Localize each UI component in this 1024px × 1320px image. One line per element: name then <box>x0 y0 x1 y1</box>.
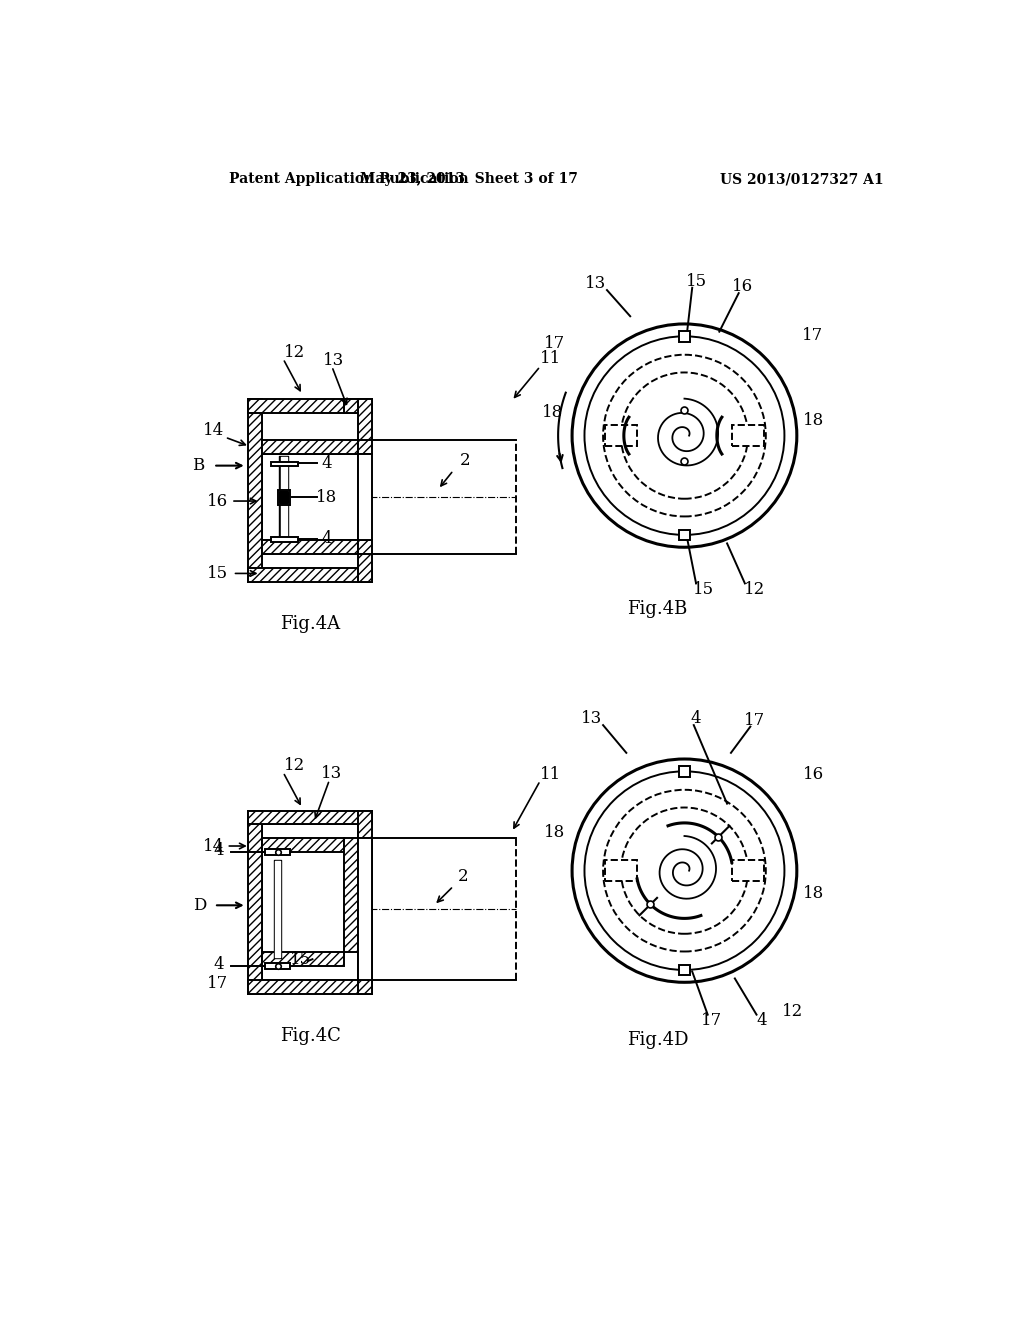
Text: 4: 4 <box>213 842 224 859</box>
Text: Patent Application Publication: Patent Application Publication <box>228 172 468 186</box>
Text: 17: 17 <box>743 711 765 729</box>
Bar <box>248 979 372 994</box>
Bar <box>270 462 298 466</box>
Text: 15: 15 <box>693 581 715 598</box>
Bar <box>344 399 358 412</box>
Text: Fig.4D: Fig.4D <box>627 1031 688 1049</box>
Bar <box>262 454 358 540</box>
Text: 13: 13 <box>585 276 606 293</box>
Text: 17: 17 <box>802 327 823 345</box>
Bar <box>265 849 290 855</box>
Text: Fig.4C: Fig.4C <box>280 1027 341 1045</box>
Text: 11: 11 <box>540 766 561 783</box>
Bar <box>604 425 637 446</box>
Bar <box>248 810 262 994</box>
Text: 13: 13 <box>323 351 344 368</box>
Bar <box>248 399 372 412</box>
Bar <box>262 952 344 966</box>
Text: 18: 18 <box>803 886 824 903</box>
Text: 15: 15 <box>207 565 227 582</box>
Text: 18: 18 <box>803 412 824 429</box>
Text: D: D <box>194 896 207 913</box>
Text: 12: 12 <box>743 581 765 598</box>
Bar <box>358 399 372 454</box>
Text: 4: 4 <box>322 455 332 471</box>
Text: Fig.4A: Fig.4A <box>280 615 340 634</box>
Bar <box>344 838 358 952</box>
Text: 4: 4 <box>213 956 224 973</box>
Bar <box>358 454 372 540</box>
Bar <box>262 838 344 853</box>
Text: 16: 16 <box>803 766 824 783</box>
Bar <box>679 529 690 540</box>
Text: 15: 15 <box>685 273 707 290</box>
Text: 12: 12 <box>782 1003 804 1020</box>
Text: 12: 12 <box>284 758 305 775</box>
Bar <box>265 964 290 969</box>
Text: 14: 14 <box>203 837 224 854</box>
Bar <box>278 490 290 506</box>
Text: 4: 4 <box>691 710 701 727</box>
Bar <box>270 537 298 543</box>
Text: 16: 16 <box>732 279 753 296</box>
Text: 17: 17 <box>545 335 565 351</box>
Bar <box>358 838 372 979</box>
Text: 13: 13 <box>581 710 602 727</box>
Text: 18: 18 <box>542 404 563 421</box>
Text: 18: 18 <box>545 824 565 841</box>
Bar <box>280 491 289 503</box>
Text: 11: 11 <box>540 350 561 367</box>
Bar <box>732 425 764 446</box>
Text: 12: 12 <box>284 345 305 360</box>
Text: 13: 13 <box>322 766 342 783</box>
Bar <box>248 399 262 582</box>
Circle shape <box>572 323 797 548</box>
Bar <box>262 540 358 554</box>
Bar <box>358 540 372 582</box>
Bar <box>679 331 690 342</box>
Text: 17: 17 <box>701 1012 722 1030</box>
Bar <box>604 859 637 882</box>
Bar <box>248 810 372 825</box>
Text: 4: 4 <box>322 531 332 548</box>
Text: 15: 15 <box>290 950 311 968</box>
Text: 2: 2 <box>458 869 468 886</box>
Bar <box>358 810 372 994</box>
Text: 14: 14 <box>203 422 224 440</box>
Bar <box>679 766 690 776</box>
Bar <box>262 441 358 454</box>
Text: May 23, 2013  Sheet 3 of 17: May 23, 2013 Sheet 3 of 17 <box>360 172 578 186</box>
Bar <box>262 825 358 979</box>
Text: 2: 2 <box>460 451 470 469</box>
Bar <box>248 568 372 582</box>
Bar <box>679 965 690 975</box>
Text: 18: 18 <box>315 488 337 506</box>
Circle shape <box>572 759 797 982</box>
Text: 4: 4 <box>757 1012 767 1030</box>
Text: 17: 17 <box>207 974 227 991</box>
Text: B: B <box>191 457 204 474</box>
Text: 16: 16 <box>207 492 227 510</box>
Text: Fig.4B: Fig.4B <box>627 599 687 618</box>
Bar <box>732 859 764 882</box>
Text: US 2013/0127327 A1: US 2013/0127327 A1 <box>721 172 884 186</box>
